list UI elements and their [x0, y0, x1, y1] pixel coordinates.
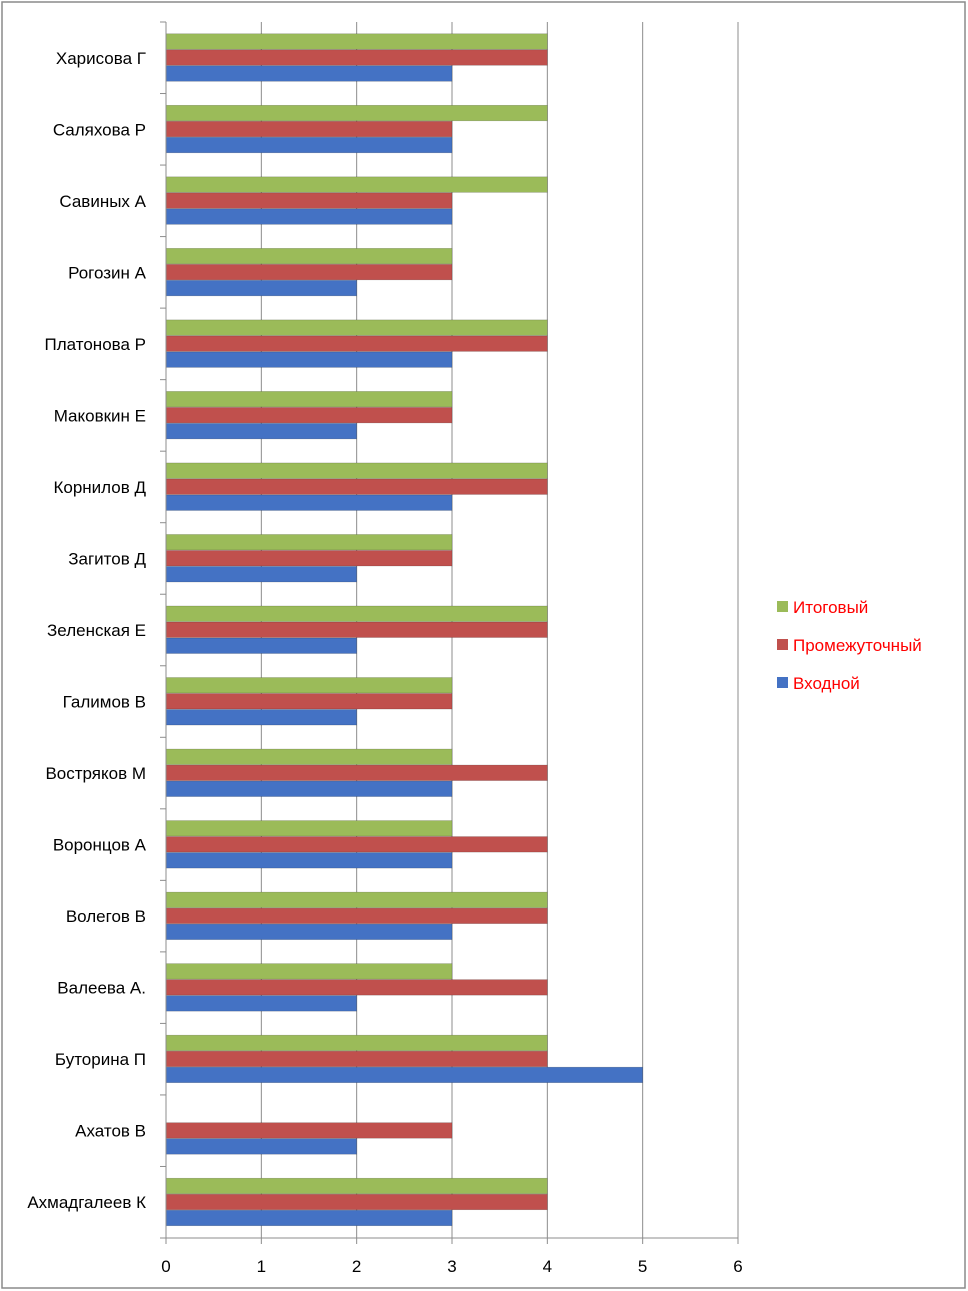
- category-labels: Ахмадгалеев К Ахатов В Буторина П Валеева А…: [27, 49, 146, 1212]
- bar-2-5: [165, 820, 453, 837]
- bar-0-2: [165, 1066, 643, 1083]
- bar-0-6: [165, 780, 453, 797]
- bar-0-7: [165, 709, 357, 726]
- bar-0-0: [165, 1209, 453, 1227]
- x-tick-label: 3: [447, 1257, 456, 1276]
- bar-0-13: [165, 280, 357, 297]
- legend-label: Итоговый: [793, 598, 868, 617]
- bar-0-8: [165, 637, 357, 654]
- bar-0-14: [165, 208, 453, 225]
- bar-1-14: [165, 192, 453, 209]
- bar-1-15: [165, 120, 453, 138]
- bar-2-3: [165, 963, 453, 980]
- legend-swatch: [777, 639, 788, 650]
- legend-swatch: [777, 601, 788, 612]
- bar-2-13: [165, 248, 453, 265]
- x-tick-label: 0: [161, 1257, 170, 1276]
- legend: Итоговый Промежуточный Входной: [777, 598, 922, 693]
- bar-2-4: [165, 891, 548, 908]
- bar-2-6: [165, 748, 453, 765]
- bar-2-14: [165, 176, 548, 193]
- category-label: Загитов Д: [68, 549, 146, 568]
- bar-0-15: [165, 136, 453, 154]
- bar-1-5: [165, 836, 548, 853]
- category-label: Харисова Г: [56, 49, 146, 68]
- bar-0-4: [165, 923, 453, 940]
- bar-2-16: [165, 33, 548, 50]
- bar-1-7: [165, 693, 453, 710]
- bars: [165, 33, 643, 1227]
- bar-0-10: [165, 494, 453, 511]
- bar-2-0: [165, 1177, 548, 1195]
- bar-2-9: [165, 534, 453, 551]
- bar-0-1: [165, 1138, 357, 1155]
- bar-1-16: [165, 49, 548, 66]
- bar-1-2: [165, 1050, 548, 1067]
- x-tick-label: 6: [733, 1257, 742, 1276]
- bar-1-6: [165, 764, 548, 781]
- category-label: Воронцов А: [53, 836, 147, 855]
- bar-1-1: [165, 1122, 453, 1139]
- bar-2-12: [165, 319, 548, 336]
- bar-1-0: [165, 1193, 548, 1211]
- legend-label: Входной: [793, 674, 860, 693]
- legend-swatch: [777, 677, 788, 688]
- category-label: Савиных А: [59, 192, 146, 211]
- bar-2-11: [165, 391, 453, 408]
- category-label: Зеленская Е: [47, 621, 146, 640]
- bar-0-3: [165, 995, 357, 1012]
- legend-label: Промежуточный: [793, 636, 922, 655]
- bar-2-7: [165, 677, 453, 694]
- bar-2-15: [165, 104, 548, 122]
- bar-1-9: [165, 550, 453, 567]
- bar-1-3: [165, 979, 548, 996]
- bar-2-8: [165, 605, 548, 622]
- category-label: Ахмадгалеев К: [27, 1193, 146, 1212]
- bar-1-13: [165, 264, 453, 281]
- category-label: Ахатов В: [75, 1122, 146, 1141]
- bar-2-2: [165, 1034, 548, 1051]
- bar-1-11: [165, 407, 453, 424]
- category-label: Волегов В: [66, 907, 146, 926]
- bar-1-10: [165, 478, 548, 495]
- bar-0-12: [165, 351, 453, 368]
- bar-1-4: [165, 907, 548, 924]
- category-label: Валеева А.: [57, 979, 146, 998]
- bar-0-16: [165, 65, 453, 82]
- axes: [160, 21, 739, 1244]
- category-label: Буторина П: [55, 1050, 146, 1069]
- category-label: Галимов В: [63, 693, 146, 712]
- x-tick-labels: 0 1 2 3 4 5 6: [161, 1257, 742, 1276]
- bar-0-11: [165, 423, 357, 440]
- bar-0-5: [165, 852, 453, 869]
- category-label: Саляхова Р: [53, 120, 146, 139]
- x-tick-label: 2: [352, 1257, 361, 1276]
- bar-2-10: [165, 462, 548, 479]
- bar-1-12: [165, 335, 548, 352]
- bar-0-9: [165, 566, 357, 583]
- category-label: Рогозин А: [68, 263, 147, 282]
- x-tick-label: 1: [257, 1257, 266, 1276]
- category-label: Платонова Р: [45, 335, 146, 354]
- category-label: Маковкин Е: [54, 406, 146, 425]
- category-label: Востряков М: [45, 764, 146, 783]
- x-tick-label: 4: [543, 1257, 552, 1276]
- category-label: Корнилов Д: [53, 478, 146, 497]
- x-tick-label: 5: [638, 1257, 647, 1276]
- bar-1-8: [165, 621, 548, 638]
